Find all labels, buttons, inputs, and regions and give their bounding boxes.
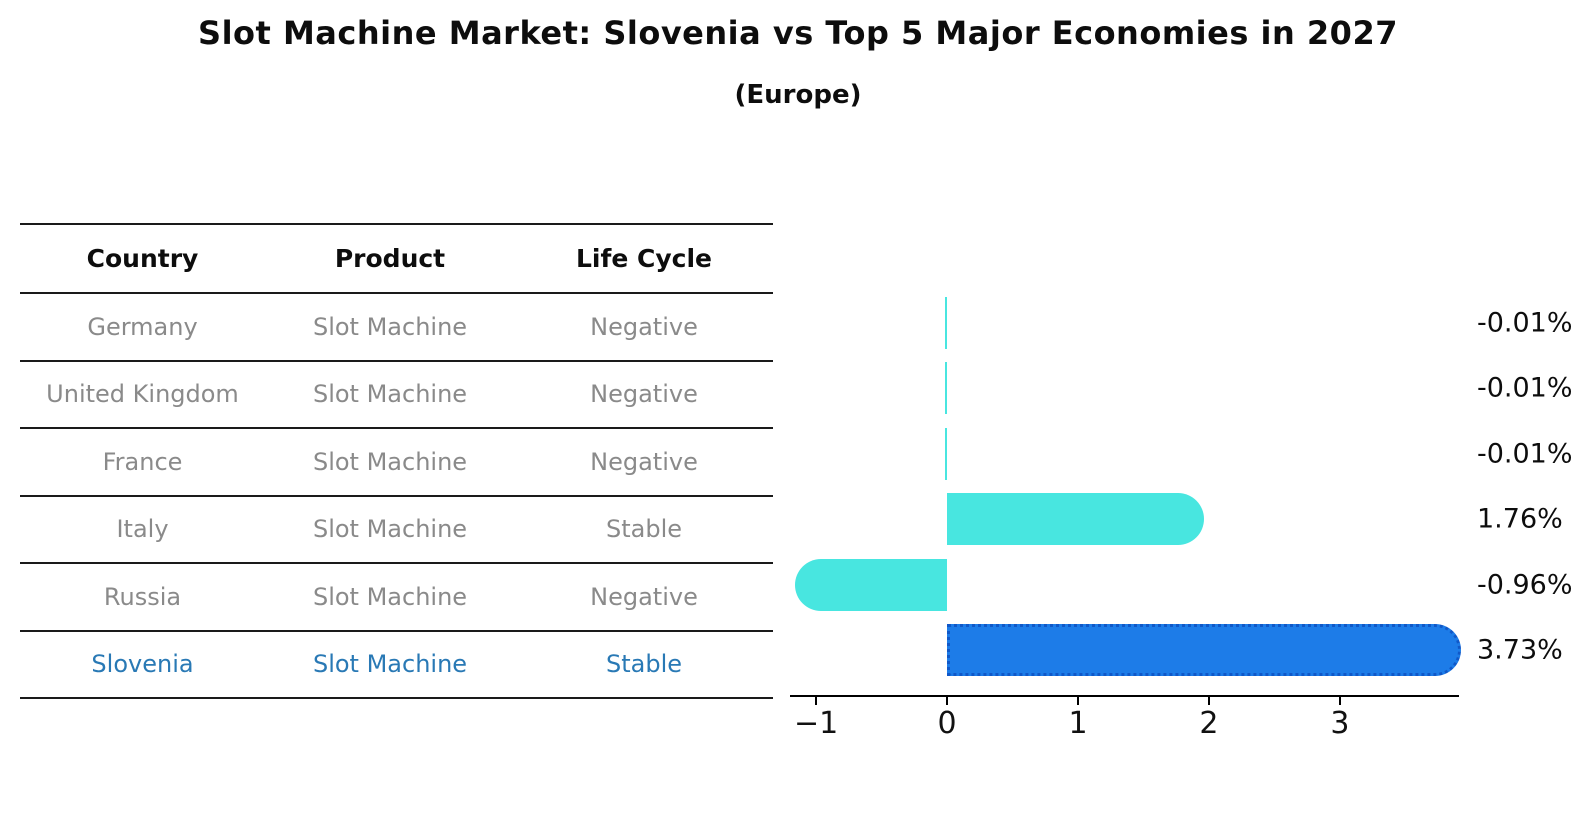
table-header-row: Country Product Life Cycle (20, 223, 773, 294)
x-axis-tickmark (815, 695, 818, 705)
table-row-germany: Germany Slot Machine Negative (20, 294, 773, 362)
cell-life_cycle: Negative (590, 582, 698, 611)
cell-life_cycle: Stable (605, 650, 683, 679)
bar-value-label-germany: -0.01% (1477, 307, 1573, 339)
cell-country: Slovenia (91, 650, 194, 679)
cell-life_cycle: Negative (590, 447, 698, 476)
cell-product: Slot Machine (312, 380, 468, 409)
cell-product: Slot Machine (312, 515, 468, 544)
bar-value-label-france: -0.01% (1477, 438, 1573, 470)
x-axis-tick-label: −1 (794, 706, 839, 741)
column-header-country: Country (86, 244, 199, 273)
bar-value-label-italy: 1.76% (1477, 503, 1563, 535)
bar-value-label-slovenia: 3.73% (1477, 634, 1563, 666)
table-row-france: France Slot Machine Negative (20, 429, 773, 497)
table-row-russia: Russia Slot Machine Negative (20, 564, 773, 632)
cell-country: Germany (87, 312, 198, 341)
cell-product: Slot Machine (312, 582, 468, 611)
bar-united-kingdom (945, 362, 948, 415)
bar-france (945, 427, 948, 480)
cell-life_cycle: Negative (590, 380, 698, 409)
cell-country: Italy (116, 515, 169, 544)
x-axis-tickmark (1077, 695, 1080, 705)
bar-italy (947, 493, 1204, 546)
cell-country: France (102, 447, 183, 476)
bar-slovenia (947, 624, 1462, 677)
x-axis-tickmark (1338, 695, 1341, 705)
cell-life_cycle: Stable (605, 515, 683, 544)
x-axis-tick-label: 1 (1068, 706, 1088, 741)
bar-chart-plot-area: −1 0 1 2 3 (790, 223, 1462, 741)
x-axis-tick-label: 2 (1199, 706, 1219, 741)
chart-title: Slot Machine Market: Slovenia vs Top 5 M… (198, 14, 1398, 52)
country-table: Country Product Life Cycle Germany Slot Mac… (20, 223, 773, 699)
x-axis-tickmark (1207, 695, 1210, 705)
column-header-life-cycle: Life Cycle (575, 244, 713, 273)
bar-value-label-russia: -0.96% (1477, 569, 1573, 601)
bar-russia (795, 558, 948, 611)
bar-germany (945, 296, 948, 349)
chart-subtitle: (Europe) (734, 80, 862, 110)
column-header-product: Product (334, 244, 446, 273)
cell-product: Slot Machine (312, 312, 468, 341)
cell-product: Slot Machine (312, 447, 468, 476)
table-row-italy: Italy Slot Machine Stable (20, 497, 773, 564)
table-row-slovenia: Slovenia Slot Machine Stable (20, 632, 773, 699)
bar-value-label-united-kingdom: -0.01% (1477, 372, 1573, 404)
cell-product: Slot Machine (312, 650, 468, 679)
x-axis-tickmark (946, 695, 949, 705)
cell-country: United Kingdom (46, 380, 239, 409)
x-axis-tick-label: 3 (1330, 706, 1350, 741)
table-body: Germany Slot Machine Negative United Kingdo… (20, 294, 773, 699)
x-axis-tick-label: 0 (937, 706, 957, 741)
table-row-united-kingdom: United Kingdom Slot Machine Negative (20, 362, 773, 429)
cell-life_cycle: Negative (590, 312, 698, 341)
cell-country: Russia (103, 582, 182, 611)
